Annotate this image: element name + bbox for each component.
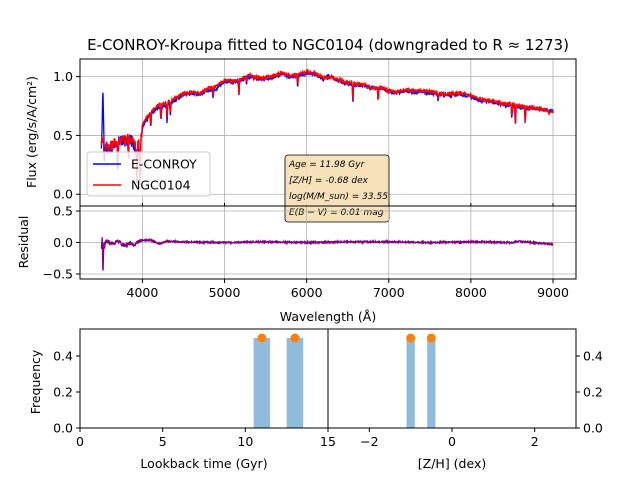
metallicity-bar-2 [427, 338, 436, 428]
spectrum-y-axis-label: Flux (erg/s/A/cm²) [24, 76, 39, 188]
figure-title: E-CONROY-Kroupa fitted to NGC0104 (downg… [87, 36, 569, 54]
metallicity-bar-1 [406, 338, 415, 428]
annotation-box [284, 154, 390, 223]
spectrum-y-tick-label-1-0: 1.0 [53, 69, 73, 84]
metallicity-x-tick-label-2: −2 [360, 434, 378, 449]
metallicity-axes-frame [327, 328, 577, 429]
residual-panel: −0.5 0.0 0.5 4000 5000 6000 7000 8000 9000 Resi… [16, 204, 577, 324]
annotation-line-metallicity: [Z/H] = -0.68 dex [289, 176, 369, 186]
residual-x-tick-label-9000: 9000 [537, 285, 569, 300]
age-histogram-bars [253, 338, 304, 428]
metallicity-x-tick-label-0: 0 [448, 434, 456, 449]
legend-label-e-conroy: E-CONROY [131, 157, 197, 172]
age-bar-1 [253, 338, 271, 428]
spectrum-y-tick-label-0-5: 0.5 [53, 128, 73, 143]
age-histogram-markers [257, 333, 300, 343]
age-y-ticks: 0.0 0.2 0.4 [53, 349, 80, 436]
metallicity-y-tick-label-0-4: 0.4 [583, 349, 603, 364]
residual-x-axis-label: Wavelength (Å) [280, 309, 376, 324]
age-y-tick-label-0-2: 0.2 [53, 385, 73, 400]
metallicity-x-axis-label: [Z/H] (dex) [418, 456, 486, 471]
residual-axes-frame [79, 205, 577, 280]
residual-x-tick-label-7000: 7000 [373, 285, 405, 300]
residual-x-tick-label-5000: 5000 [209, 285, 241, 300]
residual-x-tick-label-4000: 4000 [127, 285, 159, 300]
metallicity-marker-2 [426, 333, 436, 343]
metallicity-x-ticks: −2 0 2 [360, 428, 539, 449]
legend: E-CONROY NGC0104 [86, 151, 211, 197]
age-x-ticks: 0 5 10 15 [76, 428, 336, 449]
age-x-tick-label-5: 5 [159, 434, 167, 449]
parameter-annotation: Age = 11.98 Gyr [Z/H] = -0.68 dex log(M/… [284, 154, 390, 223]
spectrum-line-ngc0104 [100, 67, 554, 185]
metallicity-histogram-bars [406, 338, 436, 428]
age-y-axis-label: Frequency [28, 349, 43, 414]
residual-x-tick-label-8000: 8000 [455, 285, 487, 300]
residual-y-tick-label-0-5: 0.5 [53, 204, 73, 219]
residual-y-ticks: −0.5 0.0 0.5 [43, 204, 80, 281]
age-y-tick-label-0-4: 0.4 [53, 349, 73, 364]
annotation-line-extinction: E(B − V) = 0.01 mag [289, 208, 384, 218]
residual-line-1 [100, 237, 554, 271]
residual-y-tick-label-0-0: 0.0 [53, 235, 73, 250]
age-x-tick-label-15: 15 [320, 434, 336, 449]
annotation-line-mass: log(M/M_sun) = 33.55 [289, 192, 388, 202]
age-x-tick-label-10: 10 [237, 434, 253, 449]
age-y-tick-label-0-0: 0.0 [53, 421, 73, 436]
metallicity-y-ticks: 0.0 0.2 0.4 [576, 349, 603, 436]
spectrum-series [100, 67, 554, 185]
residual-y-tick-label-0-5: −0.5 [43, 266, 73, 281]
residual-x-ticks: 4000 5000 6000 7000 8000 9000 [127, 279, 569, 300]
metallicity-x-tick-label-2: 2 [531, 434, 539, 449]
age-marker-1 [257, 333, 267, 343]
residual-x-tick-label-6000: 6000 [291, 285, 323, 300]
age-x-tick-label-0: 0 [76, 434, 84, 449]
residual-y-axis-label: Residual [16, 216, 31, 269]
metallicity-histogram-markers [406, 333, 436, 343]
residual-series [100, 237, 554, 271]
age-x-axis-label: Lookback time (Gyr) [140, 456, 267, 471]
legend-label-ngc0104: NGC0104 [131, 178, 191, 193]
metallicity-y-tick-label-0-0: 0.0 [583, 421, 603, 436]
spectrum-panel: 0.0 0.5 1.0 Flux (erg/s/A/cm²) E-CONROY NG… [24, 58, 577, 223]
spectrum-y-tick-label-0-0: 0.0 [53, 187, 73, 202]
age-histogram-panel: 0 5 10 15 0.0 0.2 0.4 Lookback time (Gyr) Fre… [28, 328, 336, 471]
annotation-line-age: Age = 11.98 Gyr [288, 160, 366, 170]
metallicity-y-tick-label-0-2: 0.2 [583, 385, 603, 400]
age-bar-2 [286, 338, 304, 428]
metallicity-histogram-panel: −2 0 2 0.0 0.2 0.4 [Z/H] (dex) [327, 328, 603, 471]
age-marker-2 [290, 333, 300, 343]
metallicity-marker-1 [406, 333, 416, 343]
